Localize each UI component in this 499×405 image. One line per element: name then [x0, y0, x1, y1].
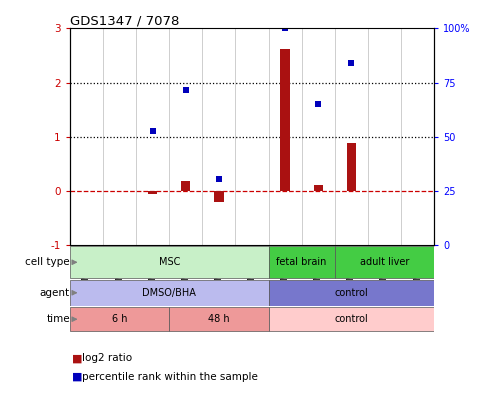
Text: control: control [334, 314, 368, 324]
Text: ■: ■ [72, 354, 83, 363]
Bar [280, 49, 290, 191]
Text: control: control [334, 288, 368, 298]
Text: ■: ■ [72, 372, 83, 382]
Text: agent: agent [40, 288, 70, 298]
Bar [148, 191, 157, 194]
Bar [268, 307, 434, 331]
Text: 48 h: 48 h [208, 314, 230, 324]
Text: log2 ratio: log2 ratio [82, 354, 132, 363]
Bar [335, 246, 434, 278]
Text: 6 h: 6 h [112, 314, 127, 324]
Text: fetal brain: fetal brain [276, 257, 327, 267]
Text: time: time [46, 314, 70, 324]
Text: MSC: MSC [159, 257, 180, 267]
Text: cell type: cell type [25, 257, 70, 267]
Text: DMSO/BHA: DMSO/BHA [142, 288, 196, 298]
Bar [313, 185, 323, 191]
Bar [214, 191, 224, 202]
Text: percentile rank within the sample: percentile rank within the sample [82, 372, 258, 382]
Bar [347, 143, 356, 191]
Bar [70, 307, 169, 331]
Bar [70, 246, 268, 278]
Text: adult liver: adult liver [360, 257, 409, 267]
Bar [181, 181, 191, 191]
Bar [70, 280, 268, 305]
Bar [268, 246, 335, 278]
Bar [169, 307, 268, 331]
Bar [268, 280, 434, 305]
Text: GDS1347 / 7078: GDS1347 / 7078 [70, 14, 179, 27]
